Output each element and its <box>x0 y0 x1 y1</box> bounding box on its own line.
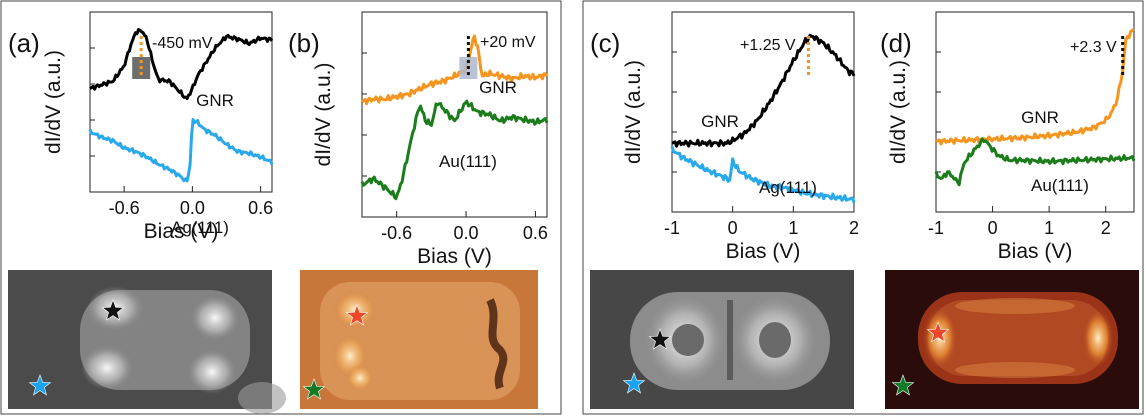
x-tick-label: 1 <box>788 218 798 238</box>
stars-layer <box>28 299 950 400</box>
left-frame <box>0 0 562 415</box>
stm-image-d <box>885 270 1139 409</box>
x-tick-label: 2 <box>849 218 859 238</box>
series-label: Ag(111) <box>171 218 229 237</box>
x-tick-label: 1 <box>1044 218 1054 238</box>
star-green-icon-b <box>302 378 326 400</box>
plot-panel-a: -0.6 0.0 0.6 Bias (V) dI/dV (a.u.) GNR Ag(111)… <box>42 11 274 243</box>
series-line-ag111 <box>670 146 856 204</box>
plot-axes-box <box>89 11 273 193</box>
x-tick-label: -1 <box>928 218 944 238</box>
plot-axes-box <box>361 11 548 218</box>
star-red-icon-d <box>926 321 950 343</box>
y-axis-label: dI/dV (a.u.) <box>622 60 645 164</box>
series-line-gnr <box>89 28 274 101</box>
x-axis-label: Bias (V) <box>998 240 1073 263</box>
stm-image-b <box>300 270 538 409</box>
x-tick-label: 0 <box>988 218 998 238</box>
star-black-icon-c <box>648 328 672 350</box>
series-line-gnr <box>671 33 856 148</box>
series-label: GNR <box>701 112 739 131</box>
series-label: GNR <box>479 78 517 97</box>
star-black-icon-a <box>101 299 125 321</box>
panel-label-d: (d) <box>880 28 912 58</box>
x-axis-label: Bias (V) <box>417 245 492 268</box>
right-frame <box>582 0 1144 415</box>
x-axis-label: Bias (V) <box>726 240 801 263</box>
panel-label-b: (b) <box>288 28 320 58</box>
x-tick-label: 0.6 <box>248 198 273 218</box>
star-blue-icon-c <box>622 372 646 394</box>
plot-axes-box <box>935 11 1135 213</box>
series-line-gnr <box>935 28 1135 146</box>
star-red-icon-b <box>345 304 369 326</box>
x-tick-label: 2 <box>1101 218 1111 238</box>
series-label: Ag(111) <box>759 178 817 197</box>
series-label: GNR <box>1021 108 1059 127</box>
series-label: Au(111) <box>1031 176 1089 195</box>
x-tick-label: 0.6 <box>523 223 548 243</box>
series-line-au111 <box>360 99 549 201</box>
x-tick-label: -0.6 <box>109 198 140 218</box>
x-tick-label: 0 <box>728 218 738 238</box>
series-label: Au(111) <box>439 152 497 171</box>
plot-panel-c: -1 0 1 2 Bias (V) dI/dV (a.u.) GNR Ag(111) +1.25… <box>622 11 859 263</box>
series-line-ag111 <box>88 118 274 183</box>
plot-panel-d: -1 0 1 2 Bias (V) dI/dV (a.u.) GNR Au(111) +2.3 … <box>887 11 1136 263</box>
series-line-gnr <box>361 34 549 106</box>
plots-layer: -0.6 0.0 0.6 Bias (V) dI/dV (a.u.) GNR Ag(111)… <box>42 11 1136 268</box>
plot-panel-b: -0.6 0.0 0.6 Bias (V) dI/dV (a.u.) GNR Au(111)… <box>312 11 549 268</box>
peak-annotation: +2.3 V <box>1070 39 1117 56</box>
x-tick-label: -1 <box>664 218 680 238</box>
peak-annotation: -450 mV <box>152 35 213 52</box>
panel-label-c: (c) <box>590 28 620 58</box>
x-tick-label: 0.0 <box>180 198 205 218</box>
stm-image-a <box>8 270 286 414</box>
y-axis-label: dI/dV (a.u.) <box>887 60 910 164</box>
y-axis-label: dI/dV (a.u.) <box>312 63 335 167</box>
star-green-icon-d <box>891 374 915 396</box>
x-axis-label: Bias (V) <box>144 220 219 243</box>
peak-annotation: +1.25 V <box>740 37 796 54</box>
series-line-au111 <box>934 137 1136 187</box>
peak-annotation: +20 mV <box>480 34 536 51</box>
x-tick-label: -0.6 <box>381 223 412 243</box>
stm-image-c <box>590 270 854 409</box>
y-axis-label: dI/dV (a.u.) <box>42 50 65 154</box>
star-blue-icon-a <box>28 374 52 396</box>
panel-label-a: (a) <box>8 28 40 58</box>
x-tick-label: 0.0 <box>454 223 479 243</box>
series-label: GNR <box>196 91 234 110</box>
plot-axes-box <box>671 11 855 213</box>
